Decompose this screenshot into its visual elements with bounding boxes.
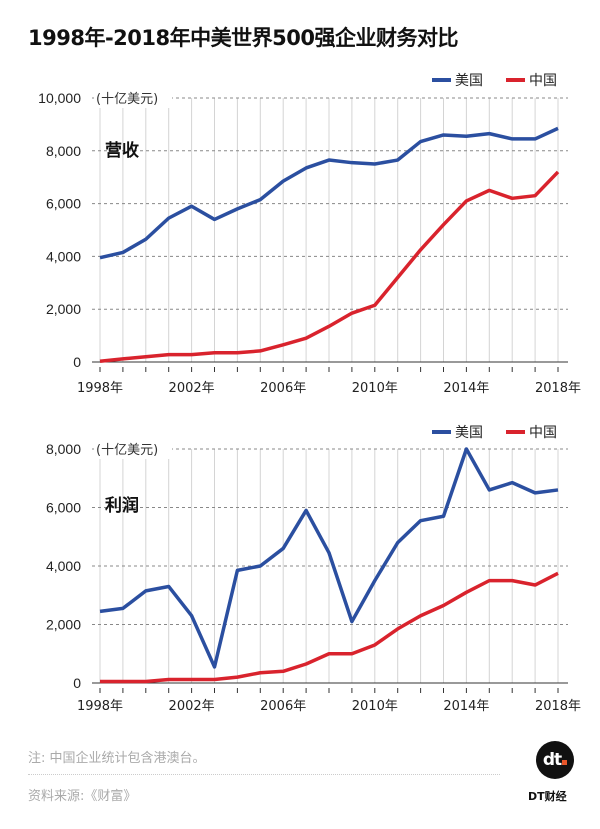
x-tick-label: 2006年 bbox=[260, 381, 306, 396]
brand-name: DT财经 bbox=[528, 790, 567, 803]
logo-text: dt bbox=[542, 750, 562, 770]
panel-title: 营收 bbox=[105, 140, 139, 161]
x-tick-label: 2006年 bbox=[260, 699, 306, 714]
x-tick-label: 2002年 bbox=[169, 699, 215, 714]
y-tick-label: 0 bbox=[73, 354, 81, 370]
x-tick-label: 2018年 bbox=[535, 381, 581, 396]
y-tick-label: 4,000 bbox=[46, 248, 81, 264]
legend-label: 美国 bbox=[455, 425, 483, 441]
y-tick-label: 0 bbox=[73, 675, 81, 691]
unit-label: (十亿美元) bbox=[96, 443, 158, 458]
series-line-china bbox=[99, 170, 560, 363]
y-tick-label: 8,000 bbox=[46, 143, 81, 159]
chart-title: 1998年-2018年中美世界500强企业财务对比 bbox=[28, 26, 458, 50]
y-tick-label: 6,000 bbox=[46, 500, 81, 516]
footnote: 注: 中国企业统计包含港澳台。 bbox=[28, 751, 206, 766]
y-tick-label: 6,000 bbox=[46, 196, 81, 212]
x-tick-label: 2010年 bbox=[352, 699, 398, 714]
unit-label-bg bbox=[94, 437, 172, 459]
series-line-usa bbox=[99, 126, 559, 260]
x-tick-label: 2002年 bbox=[169, 381, 215, 396]
x-tick-label: 2014年 bbox=[443, 381, 489, 396]
legend-label: 中国 bbox=[529, 73, 557, 89]
unit-label-bg bbox=[94, 86, 172, 108]
y-tick-label: 8,000 bbox=[46, 441, 81, 457]
x-tick-label: 1998年 bbox=[77, 699, 123, 714]
legend-label: 美国 bbox=[455, 73, 483, 89]
series-line-usa bbox=[99, 447, 559, 669]
x-tick-label: 2018年 bbox=[535, 699, 581, 714]
source-note: 资料来源:《财富》 bbox=[28, 789, 137, 804]
y-tick-label: 10,000 bbox=[38, 90, 81, 106]
dt-logo: dt bbox=[536, 741, 574, 779]
divider bbox=[28, 774, 500, 775]
series-line-china bbox=[100, 571, 559, 684]
x-tick-label: 2010年 bbox=[352, 381, 398, 396]
y-tick-label: 2,000 bbox=[46, 617, 81, 633]
y-tick-label: 2,000 bbox=[46, 301, 81, 317]
x-tick-label: 1998年 bbox=[77, 381, 123, 396]
legend-label: 中国 bbox=[529, 425, 557, 441]
y-tick-label: 4,000 bbox=[46, 558, 81, 574]
unit-label: (十亿美元) bbox=[96, 92, 158, 107]
x-tick-label: 2014年 bbox=[443, 699, 489, 714]
panel-title: 利润 bbox=[105, 495, 139, 516]
